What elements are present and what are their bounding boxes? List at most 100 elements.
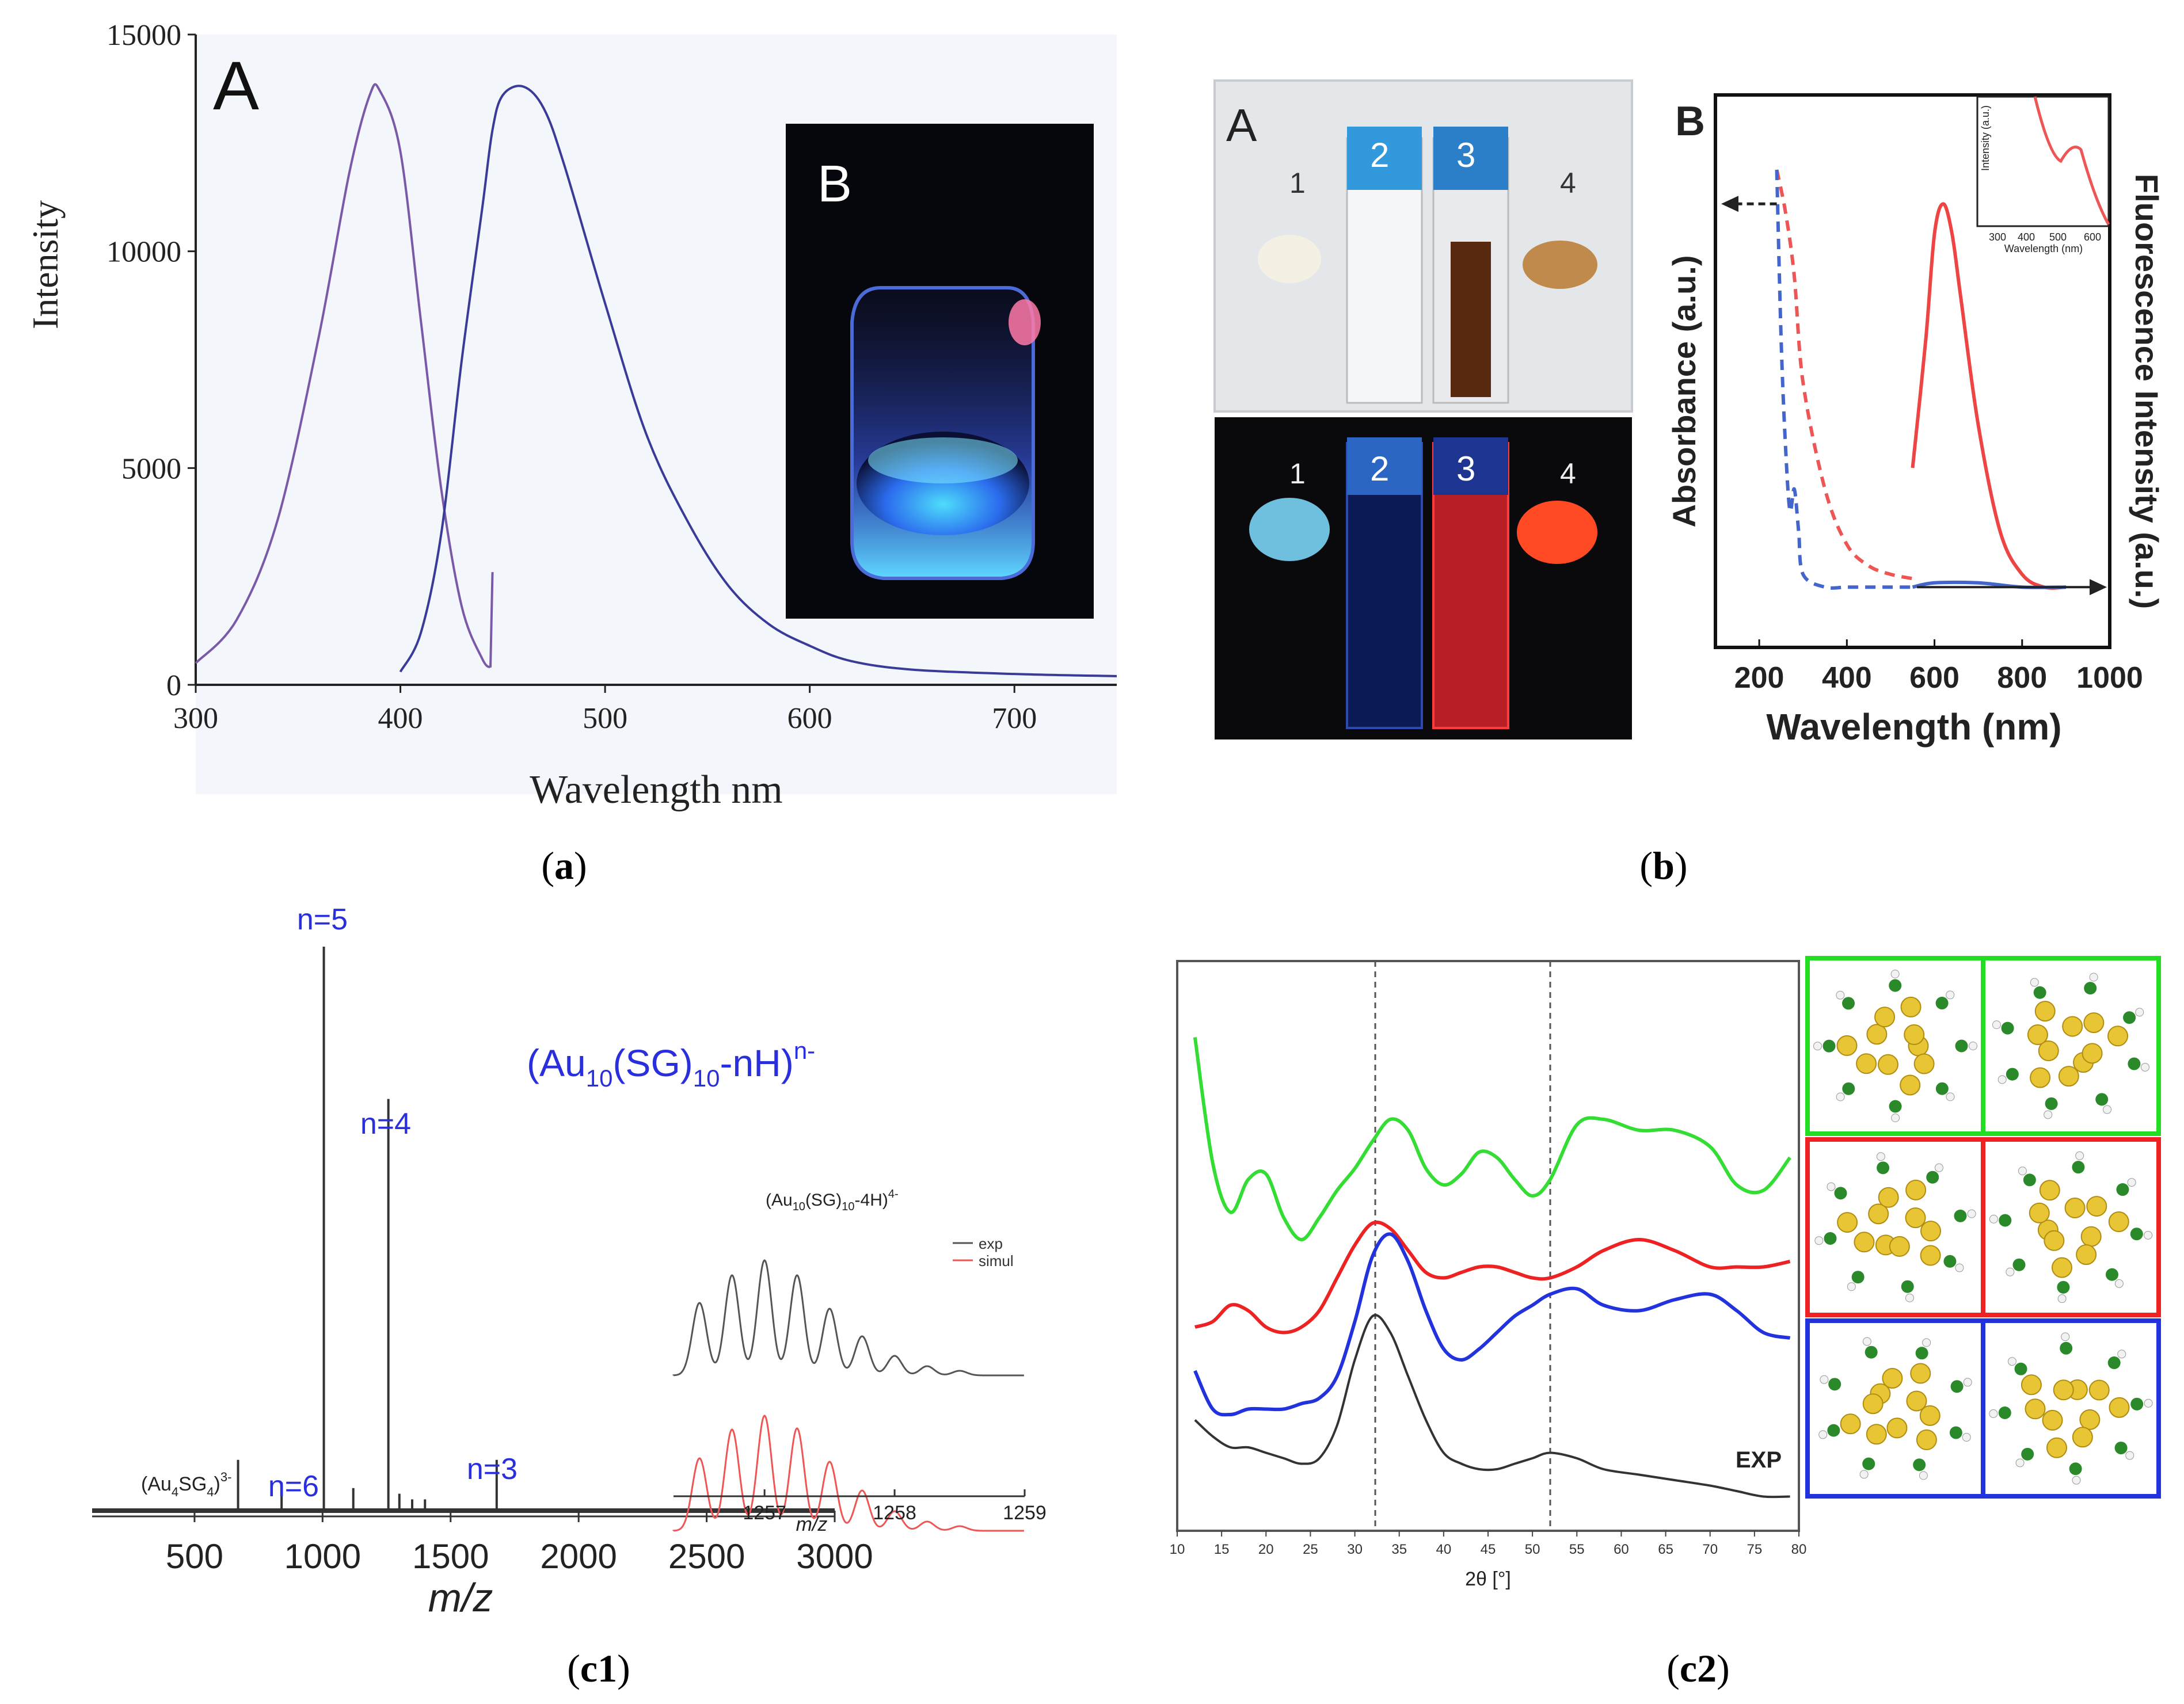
gold-atom [2080, 1226, 2102, 1247]
gold-atom [2079, 1409, 2101, 1430]
sulfur-atom [2107, 1356, 2121, 1370]
gold-atom [2109, 1397, 2130, 1418]
gold-atom [2053, 1379, 2074, 1401]
hydrogen-atom [2127, 1178, 2136, 1187]
gold-atom [1866, 1024, 1888, 1045]
x-tick-label: 35 [1391, 1542, 1407, 1557]
gold-atom [2046, 1437, 2067, 1458]
gold-atom [1920, 1221, 1942, 1242]
sulfur-atom [2128, 1057, 2141, 1070]
hydrogen-atom [1836, 990, 1845, 1000]
gold-atom [2025, 1398, 2046, 1420]
gold-atom [1854, 1232, 1875, 1253]
inset-line-simul [672, 1415, 1024, 1532]
gold-atom [2058, 1066, 2079, 1087]
hydrogen-atom [1818, 1430, 1828, 1439]
hydrogen-atom [1969, 1042, 1977, 1050]
sulfur-atom [2014, 1362, 2027, 1375]
sulfur-atom [2130, 1397, 2144, 1411]
x-tick-label: 2000 [540, 1537, 617, 1576]
gold-atom [1882, 1367, 1903, 1389]
gold-atom [1900, 1074, 1921, 1096]
peak-label-n4: n=4 [360, 1107, 411, 1141]
exp-label: EXP [1736, 1447, 1782, 1473]
x-tick-label: 2500 [668, 1537, 745, 1576]
gold-atom [2029, 1202, 2050, 1223]
x-axis-label: Wavelength nm [530, 768, 783, 812]
hydrogen-atom [1992, 1020, 2001, 1030]
gold-atom [2030, 1067, 2051, 1088]
hydrogen-atom [2061, 1332, 2070, 1341]
sulfur-atom [2072, 1161, 2085, 1174]
sulfur-atom [1842, 997, 1855, 1010]
x-tick-label: 60 [1614, 1542, 1629, 1557]
powder-4 [1523, 241, 1597, 289]
hydrogen-atom [2072, 1476, 2081, 1485]
hydrogen-atom [1963, 1378, 1972, 1387]
hydrogen-atom [2089, 973, 2098, 982]
sulfur-atom [1889, 1100, 1902, 1113]
gold-atom [1874, 1007, 1896, 1028]
powder-1 [1258, 235, 1321, 283]
arrow-right-head [2090, 579, 2107, 596]
gold-atom [1905, 1207, 1926, 1229]
xrd-curve-blue [1193, 1232, 1791, 1417]
gold-atom [1868, 1203, 1889, 1225]
inset-line-exp [672, 1259, 1024, 1377]
hydrogen-atom [1967, 1209, 1976, 1218]
sulfur-atom [1950, 1380, 1964, 1393]
hydrogen-atom [2144, 1230, 2153, 1240]
x-tick-label: 15 [1214, 1542, 1230, 1557]
caption-c2: (c2) [1666, 1646, 1730, 1690]
pink-glow [1009, 299, 1041, 345]
panel-c2: 10 15 20 25 30 35 40 45 50 55 60 65 70 75 80 EXP 2θ [°… [1170, 956, 2161, 1590]
formula-label: (Au10(SG)10-nH)n- [527, 1037, 815, 1092]
panel-label: A [213, 47, 259, 124]
hydrogen-atom [2135, 1008, 2144, 1017]
x-tick-label: 700 [992, 702, 1037, 735]
label-2: 2 [1370, 136, 1389, 174]
x-tick-label: 40 [1436, 1542, 1452, 1557]
sulfur-atom [1998, 1406, 2011, 1420]
hydrogen-atom [1989, 1214, 1998, 1223]
sulfur-atom [2114, 1442, 2128, 1455]
gold-atom [2083, 1012, 2105, 1034]
x-tick-label: 65 [1658, 1542, 1673, 1557]
peak-label-n6: n=6 [268, 1470, 319, 1503]
hydrogen-atom [2114, 1279, 2124, 1288]
xrd-curve-exp [1194, 1314, 1790, 1499]
hydrogen-atom [1891, 1113, 1900, 1122]
x-axis-label: 2θ [°] [1465, 1568, 1511, 1590]
gold-atom [2086, 1196, 2107, 1217]
inset-x-label: m/z [796, 1514, 828, 1535]
x-tick-label: 500 [166, 1537, 223, 1576]
sulfur-atom [1926, 1171, 1939, 1184]
gold-atom [2088, 1379, 2110, 1401]
hydrogen-atom [2144, 1398, 2153, 1408]
photo-daylight: A 1 2 3 4 [1213, 79, 1633, 413]
sulfur-atom [2084, 982, 2097, 995]
powder-1-uv [1249, 498, 1330, 561]
x-tick-label: 200 [1734, 661, 1785, 695]
series-line-emission [399, 85, 1117, 677]
inset-x-tick-label: 1259 [1003, 1502, 1047, 1524]
gold-atom [1906, 1390, 1927, 1412]
x-tick-label: 400 [378, 702, 423, 735]
series-line [1775, 169, 1913, 581]
photo-uv: 1 2 3 4 [1215, 417, 1632, 739]
gold-atom [1905, 1179, 1927, 1200]
gold-atom [1920, 1245, 1941, 1266]
series-line-excitation-tail [489, 572, 494, 668]
x-tick-label: 400 [1822, 661, 1872, 695]
y-axis-label-left: Absorbance (a.u.) [1666, 256, 1702, 528]
sulfur-atom [1828, 1378, 1841, 1391]
gold-atom [1919, 1405, 1941, 1426]
hydrogen-atom [1955, 1263, 1964, 1272]
gold-atom [1878, 1187, 1899, 1208]
arrow-left-head [1721, 196, 1738, 212]
hydrogen-atom [1946, 990, 1955, 1000]
sulfur-atom [1943, 1255, 1957, 1268]
isotope-inset: (Au10(SG)10-4H)4- exp simul 1257 1258 1259… [672, 1188, 1047, 1535]
hydrogen-atom [1876, 1152, 1885, 1161]
hydrogen-atom [2075, 1151, 2084, 1160]
